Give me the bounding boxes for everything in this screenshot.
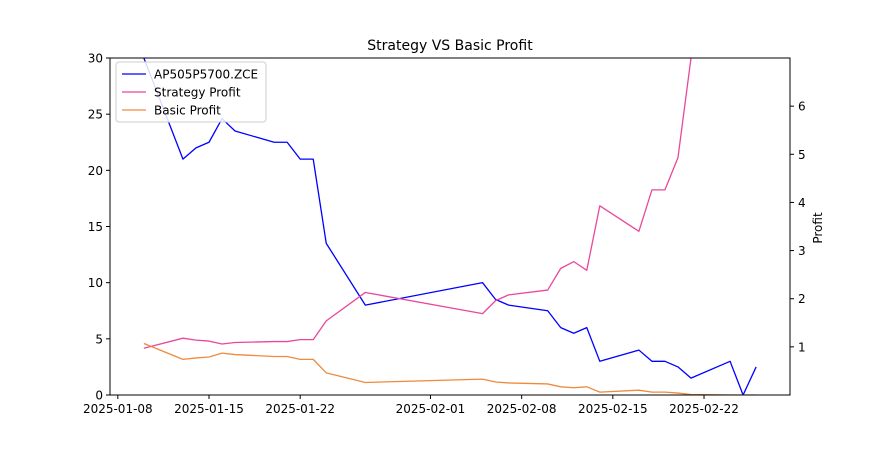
y-left-tick-label: 15 — [88, 220, 103, 234]
y-axis-left: 0 5 10 15 20 25 30 — [88, 52, 110, 403]
x-tick-label: 2025-02-01 — [396, 402, 466, 416]
y-axis-right-label: Profit — [811, 212, 825, 244]
legend: AP505P5700.ZCE Strategy Profit Basic Profi… — [115, 61, 267, 123]
y-right-tick-label: 5 — [798, 148, 806, 162]
y-left-tick-label: 0 — [95, 389, 103, 403]
x-tick-label: 2025-01-08 — [83, 402, 153, 416]
x-tick-label: 2025-01-15 — [174, 402, 244, 416]
legend-label: Strategy Profit — [154, 86, 241, 100]
x-tick-label: 2025-02-08 — [487, 402, 557, 416]
legend-label: Basic Profit — [154, 104, 221, 118]
y-right-tick-label: 3 — [798, 244, 806, 258]
legend-box — [115, 61, 267, 123]
y-right-tick-label: 1 — [798, 340, 806, 354]
series-layer — [143, 58, 757, 395]
y-left-tick-label: 25 — [88, 108, 103, 122]
x-tick-label: 2025-02-22 — [669, 402, 739, 416]
x-axis: 2025-01-08 2025-01-15 2025-01-22 2025-02-01… — [83, 395, 739, 416]
series-line-strategy-profit — [143, 58, 692, 349]
y-left-tick-label: 5 — [95, 332, 103, 346]
series-line-basic-profit — [143, 342, 757, 395]
x-tick-label: 2025-01-22 — [265, 402, 335, 416]
legend-label: AP505P5700.ZCE — [154, 68, 258, 82]
x-tick-label: 2025-02-15 — [578, 402, 648, 416]
y-right-tick-label: 2 — [798, 292, 806, 306]
y-left-tick-label: 10 — [88, 276, 103, 290]
y-left-tick-label: 20 — [88, 164, 103, 178]
chart-title: Strategy VS Basic Profit — [367, 38, 533, 54]
y-axis-right: 1 2 3 4 5 6 — [790, 100, 806, 354]
y-right-tick-label: 4 — [798, 196, 806, 210]
series-line-ap505p5700-zce — [143, 58, 757, 395]
y-left-tick-label: 30 — [88, 52, 103, 66]
y-right-tick-label: 6 — [798, 100, 806, 114]
